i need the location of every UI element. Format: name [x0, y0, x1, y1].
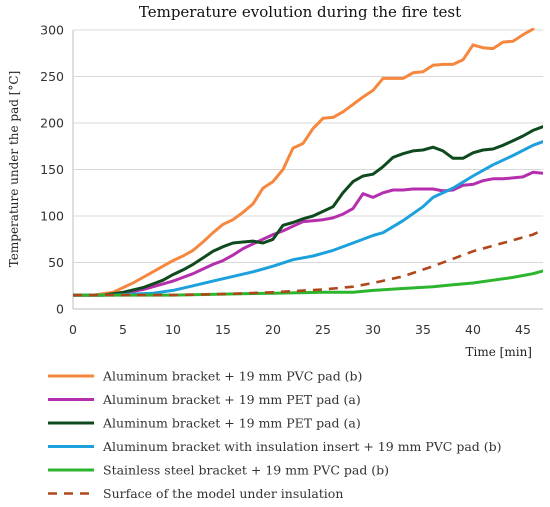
legend-label: Aluminum bracket + 19 mm PVC pad (b) [102, 369, 362, 384]
legend-label: Stainless steel bracket + 19 mm PVC pad … [103, 463, 389, 478]
x-tick-label: 10 [165, 322, 181, 337]
x-tick-label: 30 [365, 322, 381, 337]
series-lines [73, 28, 543, 297]
series-line-0 [73, 28, 535, 297]
x-tick-label: 40 [465, 322, 481, 337]
legend: Aluminum bracket + 19 mm PVC pad (b) Alum… [48, 369, 502, 501]
axes [72, 30, 543, 310]
y-tick-label: 250 [40, 69, 64, 84]
y-axis-label: Temperature under the pad [°C] [7, 71, 21, 268]
x-tick-label: 20 [265, 322, 281, 337]
x-tick-label: 35 [415, 322, 431, 337]
y-tick-label: 200 [40, 116, 64, 131]
legend-label: Aluminum bracket + 19 mm PET pad (a) [102, 416, 361, 431]
x-axis-label: Time [min] [466, 345, 532, 359]
legend-label: Aluminum bracket with insulation insert … [102, 439, 502, 454]
series-line-3 [73, 140, 543, 297]
x-tick-label: 15 [215, 322, 231, 337]
legend-label: Surface of the model under insulation [103, 486, 343, 501]
legend-label: Aluminum bracket + 19 mm PET pad (a) [102, 392, 361, 407]
x-tick-label: 5 [119, 322, 127, 337]
tick-labels: 0 50 100 150 200 250 300 0 5 10 15 20 25 30 35 40 45 [40, 23, 531, 338]
x-tick-label: 0 [69, 322, 77, 337]
y-tick-label: 150 [40, 162, 64, 177]
series-line-5 [73, 228, 543, 297]
gridlines [73, 29, 543, 263]
y-tick-label: 100 [40, 209, 64, 224]
x-tick-label: 25 [315, 322, 331, 337]
x-tick-label: 45 [515, 322, 531, 337]
series-line-4 [73, 269, 543, 297]
y-tick-label: 0 [56, 302, 64, 317]
y-tick-label: 50 [48, 255, 64, 270]
y-tick-label: 300 [40, 23, 64, 38]
series-line-1 [73, 170, 543, 297]
series-line-2 [73, 125, 543, 297]
chart-title: Temperature evolution during the fire te… [139, 3, 461, 21]
